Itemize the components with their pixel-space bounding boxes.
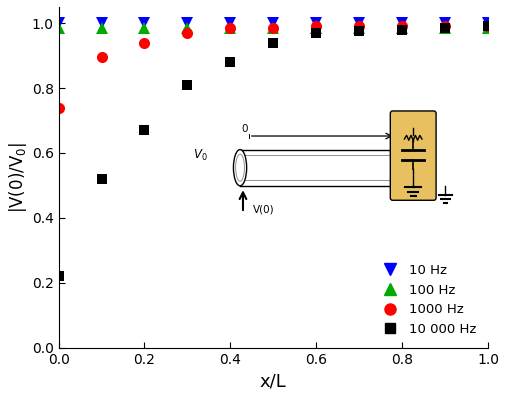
Ellipse shape <box>421 150 434 186</box>
Ellipse shape <box>233 150 246 186</box>
Text: 0: 0 <box>241 123 247 134</box>
Text: x: x <box>399 123 406 134</box>
Text: $V_0$: $V_0$ <box>193 148 208 163</box>
FancyBboxPatch shape <box>389 111 435 200</box>
Legend: 10 Hz, 100 Hz, 1000 Hz, 10 000 Hz: 10 Hz, 100 Hz, 1000 Hz, 10 000 Hz <box>371 259 480 341</box>
Text: V(0): V(0) <box>253 205 274 215</box>
X-axis label: x/L: x/L <box>260 372 286 390</box>
Y-axis label: |V(0)/V$_0$|: |V(0)/V$_0$| <box>7 142 29 213</box>
